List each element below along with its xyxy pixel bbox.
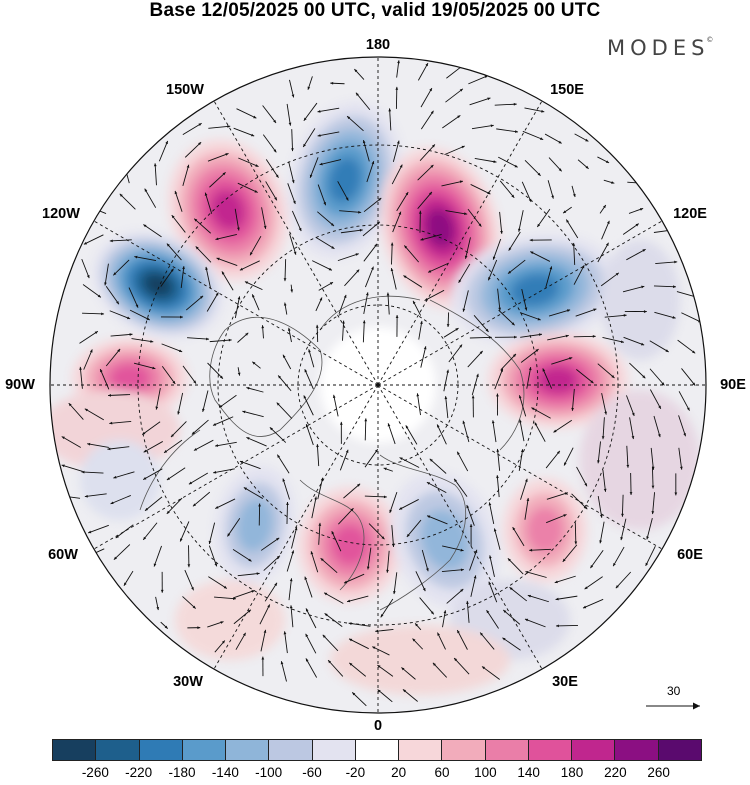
label-90E: 90E	[703, 377, 750, 393]
weak-anomaly	[175, 580, 285, 660]
anomaly-contour	[110, 364, 150, 392]
colorbar	[52, 739, 702, 761]
colorbar-bin	[529, 740, 572, 760]
colorbar-bin	[572, 740, 615, 760]
colorbar-tick-label: -180	[160, 765, 204, 780]
colorbar-tick-label: -20	[333, 765, 377, 780]
colorbar-tick-label: -260	[73, 765, 117, 780]
anomaly-contour	[526, 507, 563, 553]
colorbar-tick-label: -220	[117, 765, 161, 780]
label-30W: 30W	[158, 674, 218, 690]
label-180: 180	[348, 37, 408, 53]
anomaly-contour	[332, 525, 368, 565]
colorbar-bin	[140, 740, 183, 760]
colorbar-tick-label: -100	[247, 765, 291, 780]
label-90W: 90W	[0, 377, 50, 393]
colorbar-tick-label: 180	[550, 765, 594, 780]
colorbar-bin	[442, 740, 485, 760]
colorbar-tick-label: 20	[377, 765, 421, 780]
label-60W: 60W	[33, 547, 93, 563]
colorbar-bin	[226, 740, 269, 760]
label-60E: 60E	[660, 547, 720, 563]
colorbar-bin	[356, 740, 399, 760]
label-150W: 150W	[155, 82, 215, 98]
label-120E: 120E	[660, 206, 720, 222]
colorbar-bin	[53, 740, 96, 760]
colorbar-bin	[96, 740, 139, 760]
colorbar-bin	[399, 740, 442, 760]
label-150E: 150E	[537, 82, 597, 98]
colorbar-tick-label: 220	[593, 765, 637, 780]
colorbar-tick-label: 100	[463, 765, 507, 780]
polar-map	[0, 0, 750, 735]
label-0: 0	[348, 718, 408, 734]
colorbar-tick-label: -140	[203, 765, 247, 780]
label-120W: 120W	[31, 206, 91, 222]
colorbar-tick-label: 260	[637, 765, 681, 780]
colorbar-bin	[486, 740, 529, 760]
colorbar-bin	[269, 740, 312, 760]
colorbar-bin	[659, 740, 701, 760]
reference-vector: 30	[640, 684, 710, 714]
colorbar-tick-label: 140	[507, 765, 551, 780]
colorbar-bin	[183, 740, 226, 760]
colorbar-bin	[615, 740, 658, 760]
colorbar-bin	[313, 740, 356, 760]
label-30E: 30E	[535, 674, 595, 690]
weak-anomaly	[600, 240, 680, 360]
colorbar-tick-label: 60	[420, 765, 464, 780]
anomaly-field	[40, 57, 706, 713]
colorbar-tick-label: -60	[290, 765, 334, 780]
